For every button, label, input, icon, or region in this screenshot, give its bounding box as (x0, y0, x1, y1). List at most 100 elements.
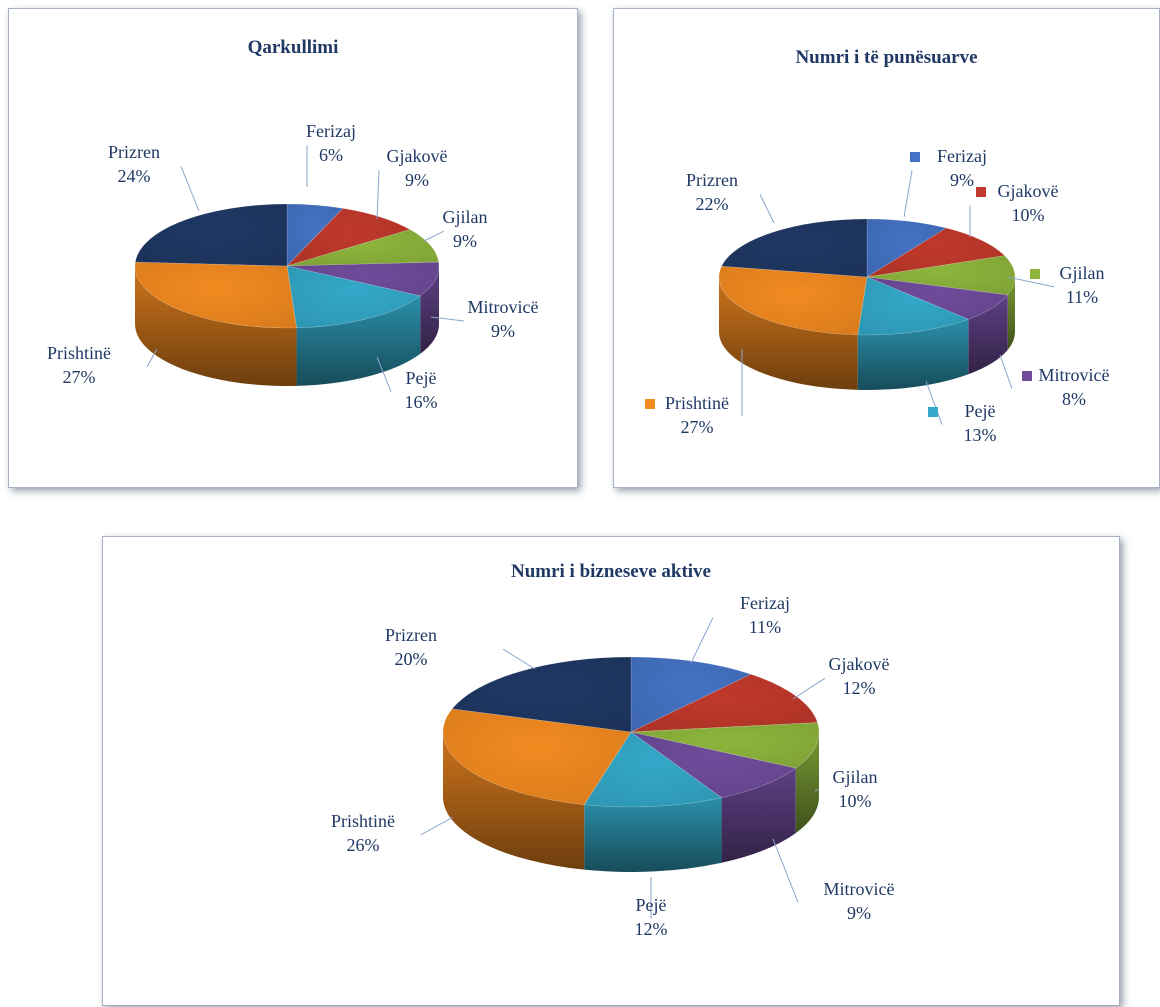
leader-line (999, 354, 1013, 389)
pie-side-peje (584, 797, 722, 872)
leader-line (146, 348, 158, 368)
pie-top (134, 203, 440, 329)
pie-slice-mitrovice (286, 261, 440, 297)
pie-slice-gjilan (866, 255, 1016, 296)
chart-title: Numri i të punësuarve (795, 47, 978, 68)
pie-side-prishtine (135, 266, 297, 386)
category-label: Ferizaj (306, 121, 356, 141)
pie-slice-prishtine (718, 265, 868, 336)
pie-slice-prizren (721, 218, 868, 278)
category-label: Prishtinë (331, 811, 395, 831)
pie-slice-gjakove (866, 227, 1006, 278)
category-label: Prizren (385, 625, 437, 645)
category-label: Gjilan (833, 767, 878, 787)
pie-top (718, 218, 1016, 336)
percent-label: 11% (749, 617, 781, 637)
pie-slice-prishtine (442, 708, 632, 805)
pie-slice-gjakove (630, 673, 818, 733)
pie-side-walls (135, 266, 439, 386)
category-label: Gjakovë (829, 654, 890, 674)
percent-label: 9% (491, 321, 515, 341)
percent-label: 13% (964, 425, 997, 445)
pie-slice-ferizaj (866, 218, 948, 278)
data-labels: Ferizaj 11% Gjakovë 12% Gjilan 10% Mitrovicë 9%… (331, 593, 895, 939)
category-label: Prizren (686, 170, 738, 190)
category-label: Gjakovë (387, 146, 448, 166)
leader-line (925, 380, 943, 425)
leader-line (430, 316, 465, 322)
category-label: Prishtinë (47, 343, 111, 363)
pie-side-mitrovice (721, 768, 796, 863)
pie-slice-gjakove (285, 208, 411, 267)
leader-line (814, 788, 820, 792)
pie-side-mitrovice (968, 294, 1008, 375)
legend-marker-prishtine (645, 399, 655, 409)
data-labels: Ferizaj 9% Gjakovë 10% Gjilan 11% Mitrovicë 8% P… (645, 146, 1109, 445)
pie-side-prishtine (719, 277, 858, 390)
leader-line (1007, 276, 1055, 288)
legend-marker-mitrovice (1022, 371, 1032, 381)
leader-line (772, 838, 799, 903)
percent-label: 9% (847, 903, 871, 923)
legend-marker-ferizaj (910, 152, 920, 162)
legend-marker-gjilan (1030, 269, 1040, 279)
leader-line (376, 356, 392, 392)
category-label: Ferizaj (740, 593, 790, 613)
category-label: Mitrovicë (1039, 365, 1110, 385)
category-label: Gjilan (1060, 263, 1105, 283)
pie-chart: Ferizaj 6% Gjakovë 9% Gjilan 9% Mitrovicë 9% Pej… (47, 121, 539, 412)
pie-slice-mitrovice (630, 731, 797, 799)
percent-label: 12% (635, 919, 668, 939)
pie-side-peje (296, 295, 421, 386)
percent-label: 22% (696, 194, 729, 214)
percent-label: 9% (405, 170, 429, 190)
pie-side-gjilan (1007, 277, 1015, 350)
leader-line (376, 170, 380, 220)
pie-slice-ferizaj (286, 203, 344, 267)
pie-slice-prizren (134, 203, 288, 267)
pie-slice-peje (857, 276, 970, 336)
percent-label: 11% (1066, 287, 1098, 307)
category-label: Mitrovicë (824, 879, 895, 899)
pie-slice-peje (286, 265, 421, 329)
pie-side-walls (442, 732, 819, 872)
category-label: Pejë (965, 401, 996, 421)
percent-label: 27% (63, 367, 96, 387)
chart-title: Numri i bizneseve aktive (510, 561, 711, 582)
chart-panel-qarkullimi: Qarkullimi Ferizaj 6% Gjakovë 9% Gjilan 9% Mit… (8, 8, 578, 488)
percent-label: 6% (319, 145, 343, 165)
percent-label: 24% (118, 166, 151, 186)
pie-slice-prizren (451, 656, 632, 733)
category-label: Ferizaj (937, 146, 987, 166)
percent-label: 8% (1062, 389, 1086, 409)
percent-label: 20% (395, 649, 428, 669)
data-labels: Ferizaj 6% Gjakovë 9% Gjilan 9% Mitrovicë 9% Pej… (47, 121, 539, 412)
percent-label: 9% (453, 231, 477, 251)
percent-label: 12% (843, 678, 876, 698)
percent-label: 9% (950, 170, 974, 190)
pie-chart: Ferizaj 9% Gjakovë 10% Gjilan 11% Mitrovicë 8% P… (645, 146, 1109, 445)
category-label: Prishtinë (665, 393, 729, 413)
pie-side-walls (719, 277, 1015, 390)
pie-slice-prishtine (134, 261, 297, 329)
leader-line (502, 648, 536, 670)
category-label: Pejë (406, 368, 437, 388)
leader-line (420, 816, 454, 836)
percent-label: 10% (839, 791, 872, 811)
leader-line (792, 677, 826, 700)
percent-label: 26% (347, 835, 380, 855)
pie-side-prishtine (442, 732, 585, 870)
leader-line (690, 617, 714, 664)
pie-side-peje (857, 319, 969, 390)
percent-label: 10% (1012, 205, 1045, 225)
pie-side-gjilan (795, 732, 819, 834)
pie-top (442, 656, 820, 808)
percent-label: 16% (405, 392, 438, 412)
leader-line (759, 194, 775, 224)
pie-chart: Ferizaj 11% Gjakovë 12% Gjilan 10% Mitrovicë 9%… (331, 593, 895, 939)
chart-panel-bizneseve: Numri i bizneseve aktive Ferizaj 11% Gjako… (102, 536, 1120, 1006)
category-label: Gjilan (443, 207, 488, 227)
pie-side-mitrovice (420, 266, 439, 354)
pie-slice-gjilan (286, 229, 440, 267)
percent-label: 27% (681, 417, 714, 437)
